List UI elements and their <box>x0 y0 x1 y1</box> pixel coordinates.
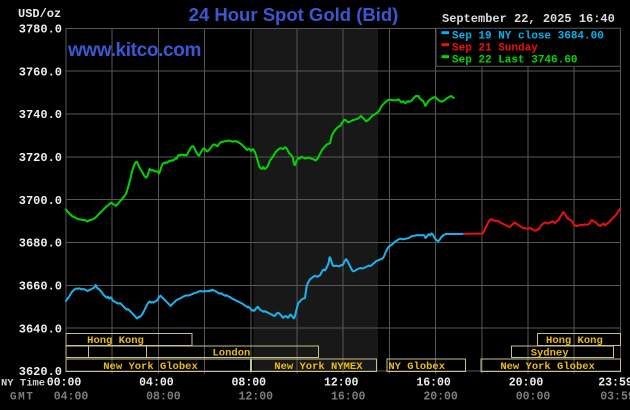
svg-text:3620.0: 3620.0 <box>19 365 62 379</box>
svg-text:3760.0: 3760.0 <box>19 65 62 79</box>
svg-text:12:00: 12:00 <box>239 391 274 404</box>
svg-text:3720.0: 3720.0 <box>19 151 62 165</box>
svg-text:16:00: 16:00 <box>331 391 366 404</box>
svg-text:20:00: 20:00 <box>423 391 458 404</box>
svg-text:GMT: GMT <box>10 392 34 404</box>
svg-text:00:00: 00:00 <box>516 391 551 404</box>
svg-text:NY Globex: NY Globex <box>388 361 445 373</box>
svg-text:3740.0: 3740.0 <box>19 108 62 122</box>
svg-text:20:00: 20:00 <box>509 377 544 390</box>
svg-text:3780.0: 3780.0 <box>19 23 62 37</box>
svg-text:12:00: 12:00 <box>324 377 359 390</box>
svg-text:23:59: 23:59 <box>598 377 630 390</box>
svg-text:3700.0: 3700.0 <box>19 194 62 208</box>
svg-text:September 22, 2025 16:40: September 22, 2025 16:40 <box>442 12 615 26</box>
svg-text:www.kitco.com: www.kitco.com <box>67 40 201 61</box>
svg-text:Hong Kong: Hong Kong <box>87 335 144 347</box>
svg-text:3660.0: 3660.0 <box>19 279 62 293</box>
svg-text:New York Globex: New York Globex <box>500 361 595 373</box>
svg-text:Hong Kong: Hong Kong <box>546 335 603 347</box>
svg-text:Sydney: Sydney <box>531 348 570 360</box>
svg-text:24 Hour Spot Gold (Bid): 24 Hour Spot Gold (Bid) <box>189 4 399 25</box>
svg-text:USD/oz: USD/oz <box>18 7 61 21</box>
svg-text:NY Time: NY Time <box>1 378 45 390</box>
svg-text:04:00: 04:00 <box>54 391 89 404</box>
svg-text:04:00: 04:00 <box>139 377 174 390</box>
svg-text:Sep 21 Sunday: Sep 21 Sunday <box>452 43 538 55</box>
svg-text:00:00: 00:00 <box>47 377 82 390</box>
svg-text:Sep 22 Last 3746.60: Sep 22 Last 3746.60 <box>452 55 577 67</box>
svg-text:08:00: 08:00 <box>146 391 181 404</box>
svg-text:16:00: 16:00 <box>416 377 451 390</box>
svg-text:03:59: 03:59 <box>600 391 630 404</box>
svg-text:Sep 19 NY close 3684.00: Sep 19 NY close 3684.00 <box>452 31 604 43</box>
svg-text:New York NYMEX: New York NYMEX <box>274 361 363 373</box>
svg-text:3680.0: 3680.0 <box>19 237 62 251</box>
svg-text:08:00: 08:00 <box>232 377 267 390</box>
svg-text:3640.0: 3640.0 <box>19 322 62 336</box>
svg-text:London: London <box>212 348 250 360</box>
svg-text:New York Globex: New York Globex <box>103 361 198 373</box>
